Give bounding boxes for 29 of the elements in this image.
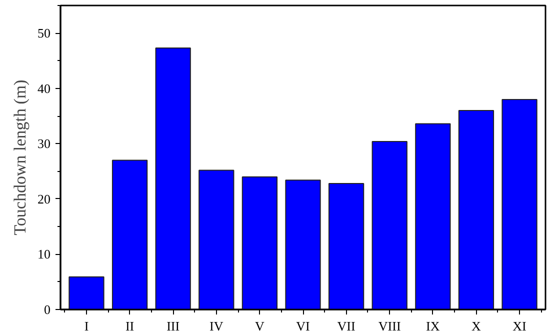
- bar: [112, 160, 148, 310]
- x-tick-label: VIII: [378, 318, 401, 334]
- bar: [242, 176, 278, 310]
- x-tick-label: V: [255, 318, 265, 334]
- x-tick-label: X: [472, 318, 482, 334]
- y-tick-label: 0: [44, 302, 50, 317]
- y-tick-label: 40: [38, 80, 50, 96]
- bar: [372, 140, 408, 310]
- x-tick-label: XI: [512, 318, 526, 334]
- y-tick-label: 20: [38, 191, 50, 206]
- bar: [198, 170, 234, 310]
- bar: [328, 182, 364, 310]
- x-tick-label: I: [84, 318, 89, 334]
- bar: [502, 98, 538, 310]
- x-tick-label: II: [125, 318, 134, 334]
- x-tick-label: III: [166, 318, 180, 334]
- x-tick-label: VI: [296, 318, 310, 334]
- y-tick-label: 50: [38, 26, 50, 41]
- x-tick-label: IV: [210, 318, 224, 334]
- bar: [68, 276, 104, 310]
- bar: [285, 180, 321, 310]
- y-axis-title: Touchdown length (m): [10, 80, 30, 236]
- x-tick-label: VII: [337, 318, 356, 334]
- bar: [155, 48, 191, 310]
- y-tick-label: 10: [38, 246, 50, 262]
- bar: [415, 123, 451, 310]
- y-tick-label: 30: [38, 136, 50, 152]
- bar: [458, 110, 494, 310]
- x-tick-label: IX: [426, 318, 440, 334]
